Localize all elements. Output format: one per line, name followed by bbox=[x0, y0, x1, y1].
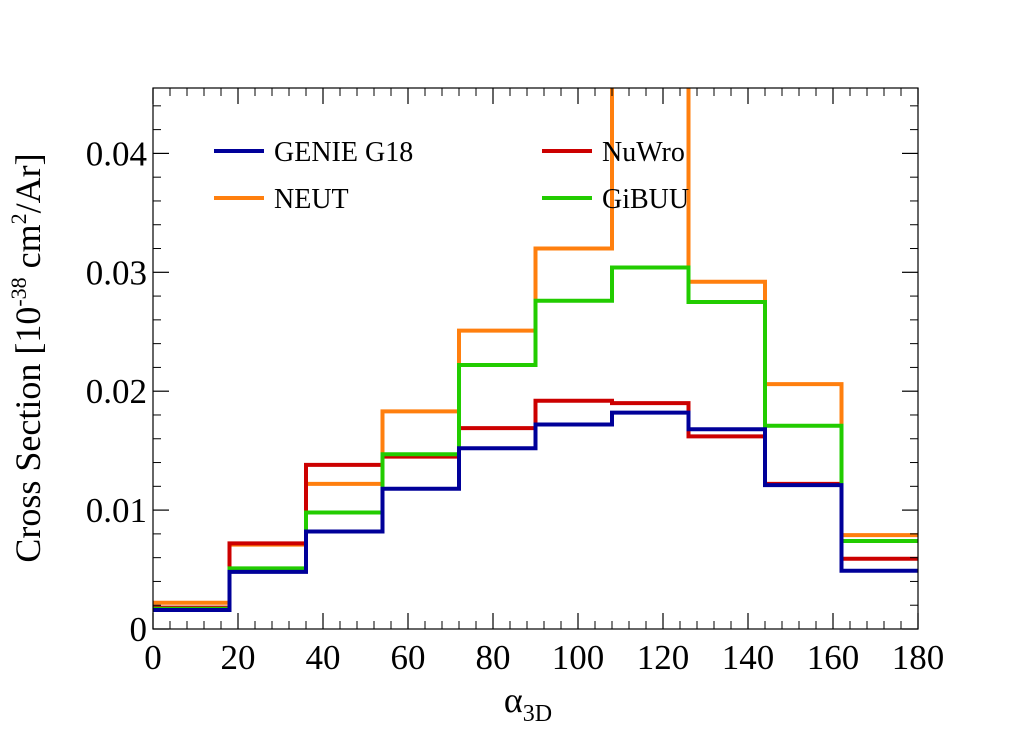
series-genie-g18 bbox=[153, 410, 918, 612]
x-tick-label: 140 bbox=[722, 638, 775, 677]
y-tick-label: 0.04 bbox=[86, 134, 147, 173]
legend-label-gibuu: GiBUU bbox=[602, 184, 689, 215]
x-tick-label: 100 bbox=[552, 638, 605, 677]
y-tick-label: 0.03 bbox=[86, 253, 147, 292]
x-axis-title-main: α bbox=[504, 680, 523, 720]
y-tick-label: 0.02 bbox=[86, 372, 147, 411]
y-tick-label: 0 bbox=[130, 610, 148, 649]
x-axis-title: α3D bbox=[504, 680, 552, 727]
series-layer bbox=[153, 88, 918, 612]
x-tick-label: 60 bbox=[391, 638, 426, 677]
x-tick-label: 160 bbox=[807, 638, 860, 677]
y-axis-title-prefix: Cross Section [10 bbox=[8, 307, 48, 563]
legend-label-neut: NEUT bbox=[274, 184, 349, 215]
y-axis-title-suffix: /Ar] bbox=[8, 153, 48, 213]
y-axis-title: Cross Section [10-38 cm2/Ar] bbox=[6, 153, 48, 562]
plot-frame bbox=[152, 87, 919, 630]
x-tick-label: 80 bbox=[476, 638, 511, 677]
x-tick-label: 0 bbox=[144, 638, 162, 677]
legend: GENIE G18 NuWro NEUT GiBUU bbox=[214, 137, 689, 215]
ticks-layer: 0 20 40 60 80 100 120 140 160 180 0 0.01 0.02 0.03 0.0… bbox=[86, 88, 945, 677]
legend-label-genie-g18: GENIE G18 bbox=[274, 137, 413, 168]
legend-label-nuwro: NuWro bbox=[602, 137, 685, 168]
x-tick-label: 120 bbox=[637, 638, 690, 677]
y-axis-title-exp1: -38 bbox=[6, 277, 31, 306]
y-axis-title-mid: cm bbox=[8, 224, 48, 277]
x-tick-label: 20 bbox=[221, 638, 256, 677]
x-tick-label: 40 bbox=[306, 638, 341, 677]
x-axis-title-sub: 3D bbox=[523, 701, 552, 727]
y-tick-label: 0.01 bbox=[86, 491, 147, 530]
y-axis-title-exp2: 2 bbox=[6, 213, 31, 224]
x-tick-label: 180 bbox=[892, 638, 945, 677]
